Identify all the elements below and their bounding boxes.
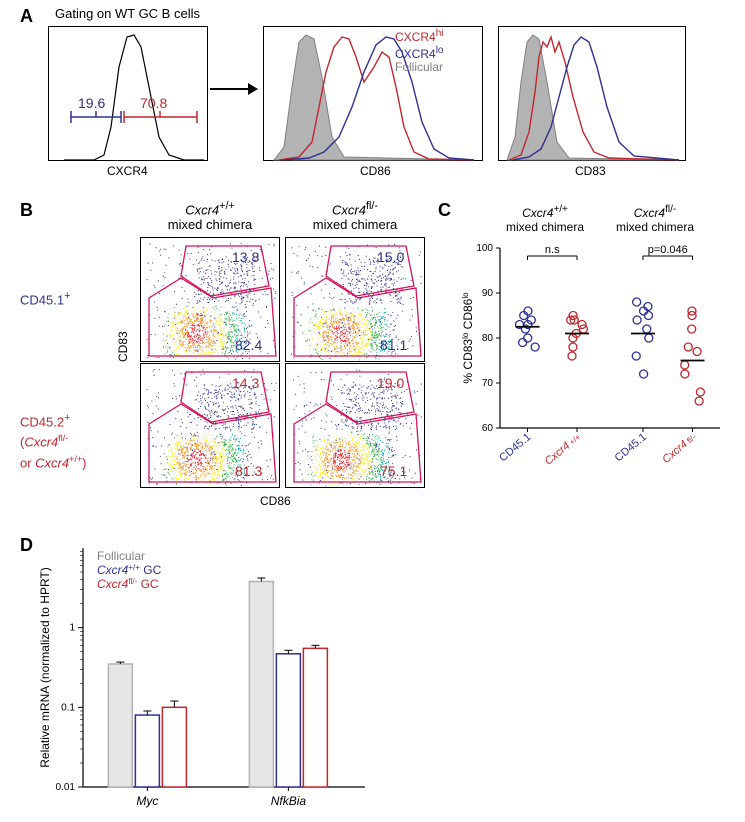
rowb2-label: CD45.2+ (Cxcr4fl/- or Cxcr4+/+)	[20, 410, 86, 471]
hist2-follicular	[274, 35, 474, 160]
panel-a-hist1	[48, 26, 208, 161]
arrow-icon	[210, 80, 258, 98]
panel-c-chart: 60708090100% CD83lo CD86loCD45.1Cxcr4 +/…	[460, 238, 730, 498]
gate-top-value: 14.3	[232, 375, 259, 391]
colb1-title: Cxcr4+/+ mixed chimera	[140, 200, 280, 232]
panel-a-hist2	[263, 26, 483, 161]
hist1-svg	[49, 27, 209, 162]
rowb1-label: CD45.1+	[20, 290, 70, 307]
gate-bottom-value: 75.1	[380, 463, 407, 479]
gate-bottom-value: 82.4	[235, 337, 262, 353]
panel-a-label: A	[20, 6, 33, 27]
panelb-ylabel: CD83	[116, 331, 130, 362]
panel-a-hist3	[498, 26, 686, 161]
gate-lo-value: 19.6	[78, 95, 105, 111]
panel-a-legend: CXCR4hi CXCR4lo Follicular	[395, 27, 443, 74]
hist3-svg	[499, 27, 687, 162]
hist2-xlabel: CD86	[360, 164, 391, 178]
colc2-title: Cxcr4fl/- mixed chimera	[605, 204, 705, 234]
hist2-svg	[264, 27, 484, 162]
legend-foll: Follicular	[395, 61, 443, 74]
gate-top-value: 15.0	[377, 249, 404, 265]
colc1-title: Cxcr4+/+ mixed chimera	[495, 204, 595, 234]
gate-top-value: 19.0	[377, 375, 404, 391]
gate-hi-value: 70.8	[140, 95, 167, 111]
gate-top-value: 13.8	[232, 249, 259, 265]
hist1-xlabel: CXCR4	[107, 164, 148, 178]
panelb-xlabel: CD86	[260, 494, 291, 508]
gate-bottom-value: 81.1	[380, 337, 407, 353]
panel-c-label: C	[438, 200, 451, 221]
hist3-xlabel: CD83	[575, 164, 606, 178]
gate-bottom-value: 81.3	[235, 463, 262, 479]
panel-b-label: B	[20, 200, 33, 221]
legend-lo: CXCR4lo	[395, 44, 443, 61]
panel-a-title: Gating on WT GC B cells	[55, 6, 200, 21]
panel-d-label: D	[20, 535, 33, 556]
colb2-title: Cxcr4fl/- mixed chimera	[285, 200, 425, 232]
legend-hi: CXCR4hi	[395, 27, 443, 44]
panel-d-chart: 0.010.11Relative mRNA (normalized to HPR…	[35, 540, 375, 815]
